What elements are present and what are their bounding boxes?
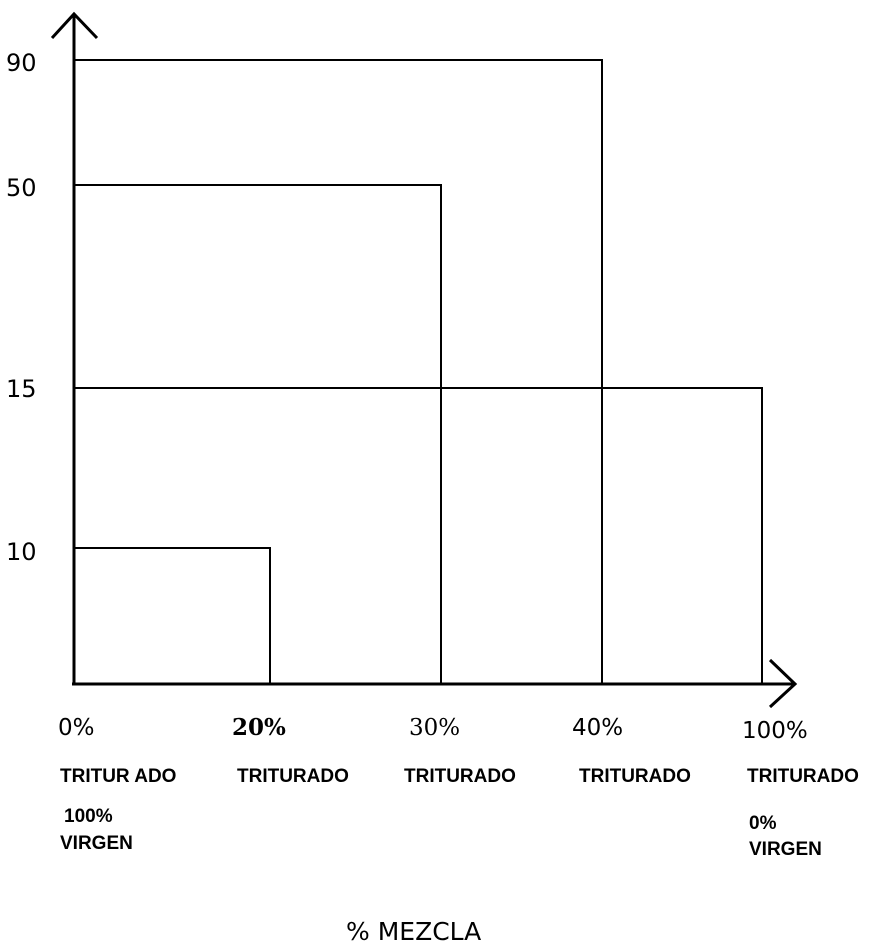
x-tick-sublabel: TRITURADO <box>747 766 859 787</box>
bar-block <box>74 59 603 684</box>
x-tick-label: 100% <box>742 718 808 744</box>
y-tick-label: 10 <box>6 538 37 566</box>
x-tick-sublabel: 0% <box>749 813 777 834</box>
bar-block <box>74 184 442 684</box>
x-tick-label: 20% <box>232 714 286 741</box>
x-tick-label: 30% <box>409 715 460 741</box>
x-tick-sublabel: TRITURADO <box>579 766 691 787</box>
axes <box>50 11 798 709</box>
x-tick-sublabel: TRITURADO <box>237 766 349 787</box>
x-tick-sublabel: TRITUR ADO <box>60 766 176 787</box>
x-tick-sublabel: TRITURADO <box>404 766 516 787</box>
x-tick-label: 40% <box>572 715 623 741</box>
y-tick-label: 50 <box>6 174 37 202</box>
x-tick-sublabel: VIRGEN <box>60 833 133 854</box>
bars-group <box>74 59 763 684</box>
bar-block <box>74 547 271 684</box>
x-tick-sublabel: 100% <box>64 806 113 827</box>
x-axis-title: % MEZCLA <box>346 917 481 946</box>
y-axis-arrowhead <box>50 11 99 40</box>
x-axis-arrowhead <box>768 658 798 709</box>
x-tick-sublabel: VIRGEN <box>749 839 822 860</box>
x-tick-label: 0% <box>58 715 95 741</box>
bar-block <box>74 387 763 684</box>
y-tick-label: 90 <box>6 49 37 77</box>
y-tick-label: 15 <box>6 375 37 403</box>
